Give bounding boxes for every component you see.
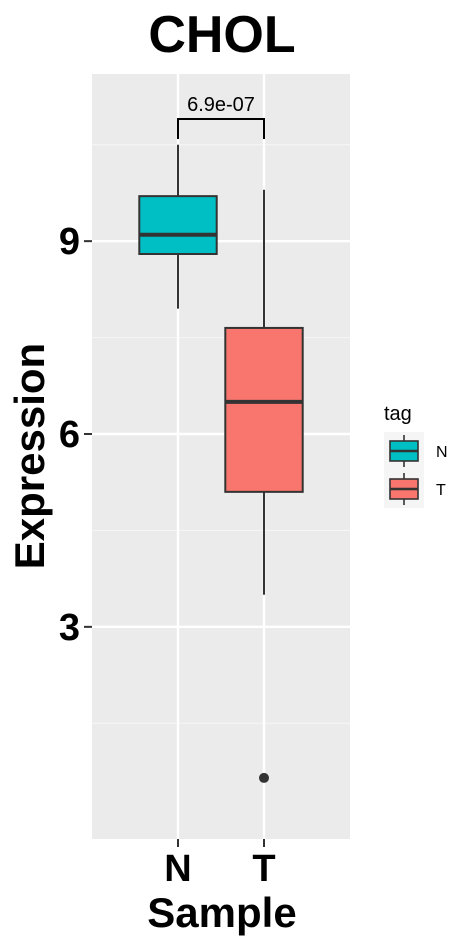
y-tick-label: 3: [59, 607, 80, 649]
chart-title: CHOL: [148, 6, 295, 64]
plot-panel: [92, 74, 350, 839]
y-axis: 3 6 9: [59, 221, 92, 649]
legend: tag N T: [384, 403, 448, 508]
x-tick-label: T: [252, 848, 275, 890]
y-tick-label: 6: [59, 414, 80, 456]
box-iqr: [138, 195, 218, 255]
legend-label: T: [436, 482, 446, 499]
box-iqr: [224, 326, 304, 493]
y-tick-label: 9: [59, 221, 80, 263]
x-axis-title: Sample: [147, 889, 296, 936]
bracket-line: [177, 118, 265, 139]
p-value-label: 6.9e-07: [187, 94, 255, 116]
x-tick-label: N: [164, 848, 191, 890]
box-layer: [138, 144, 304, 783]
box-N: [138, 144, 218, 309]
y-axis-title: Expression: [6, 343, 53, 569]
box-T: [224, 189, 304, 783]
legend-title: tag: [384, 403, 412, 425]
minor-gridlines: [92, 144, 350, 724]
legend-key-T: [384, 470, 424, 508]
legend-key-N: [384, 432, 424, 470]
outlier-point: [259, 772, 269, 783]
significance-bracket: 6.9e-07: [177, 94, 265, 139]
legend-label: N: [436, 444, 448, 461]
